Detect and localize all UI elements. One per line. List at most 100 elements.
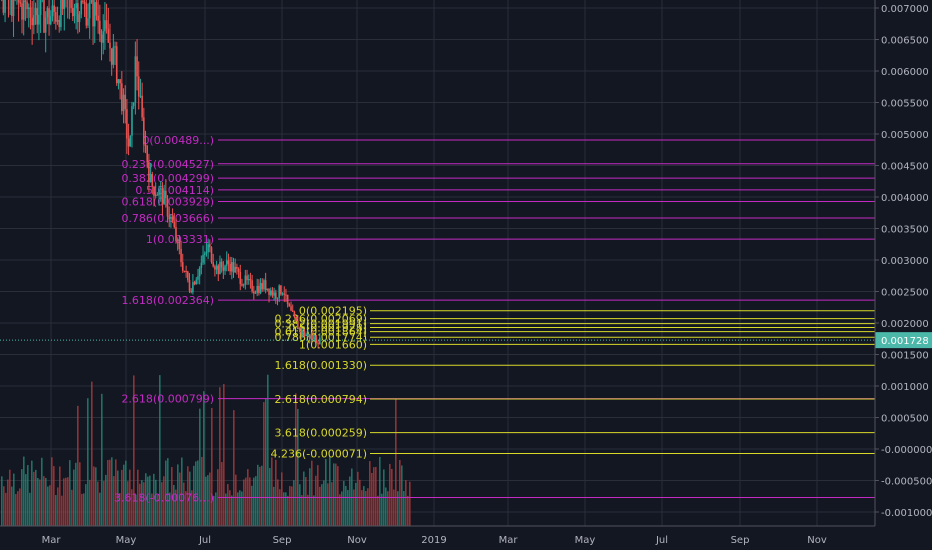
candle-body [222,267,225,271]
candle-body [56,19,59,22]
candle-body [190,290,193,293]
volume-bar [43,476,45,526]
volume-bar [99,492,101,526]
candle-body [170,216,172,219]
candle-body [11,0,13,16]
volume-bar [407,495,409,526]
candle-body [202,254,204,263]
y-tick-label: -0.000000 [881,445,932,456]
candle-body [139,95,142,97]
candle-body [215,265,218,270]
volume-bar [273,486,275,526]
volume-bar [13,473,15,526]
volume-bar [83,493,85,526]
candle-body [239,271,242,285]
time-axis[interactable]: Mar May Jul Sep Nov 2019 Mar May Jul Sep Nov [0,525,875,546]
volume-bar [329,456,331,526]
volume-bar [289,486,291,526]
volume-bar [143,482,145,526]
volume-bar [291,486,293,526]
candle-body [183,270,186,272]
volume-bar [5,492,7,526]
candle-body [26,1,28,9]
volume-bar [195,461,197,526]
candlesticks [1,0,321,349]
y-tick-label: 0.001000 [881,382,929,393]
volume-bar [27,465,29,526]
candle-body [303,331,306,336]
fib-magenta-level-label: 1.618(0.002364) [121,294,214,307]
volume-bar [59,466,61,526]
volume-bar [409,481,411,526]
volume-bar [233,410,235,526]
volume-bar [77,405,79,526]
candle-body [151,173,154,187]
volume-bar [89,479,91,526]
candle-body [83,2,86,4]
volume-bar [209,472,211,526]
volume-bar [297,408,299,526]
volume-bar [319,486,321,526]
candle-body [117,79,120,84]
candle-body [278,285,280,298]
volume-bar [141,480,143,526]
candle-body [17,0,20,3]
candle-body [219,261,221,275]
x-tick-label: Nov [347,535,367,546]
candle-body [209,244,211,248]
candle-body [53,5,55,13]
candle-body [185,270,187,272]
volume-bar [245,477,247,526]
candle-body [110,48,113,65]
candle-body [149,173,152,182]
volume-bar [215,492,217,526]
volume-bar [335,463,337,526]
volume-bar [61,495,63,526]
volume-bar [129,469,131,526]
candle-body [291,310,294,312]
volume-bar [377,495,379,526]
volume-bar [361,490,363,526]
grid-lines [0,0,875,526]
y-tick-label: 0.002500 [881,288,929,299]
candle-body [29,7,32,18]
candle-body [251,280,253,292]
candle-body [158,189,160,196]
candle-body [263,280,265,290]
volume-bar [11,486,13,526]
volume-bar [9,469,11,526]
candle-body [280,285,282,295]
candle-body [242,284,245,286]
volume-bar [313,495,315,526]
volume-bar [135,494,137,526]
candle-body [290,306,292,311]
volume-bar [253,477,255,526]
volume-bar [369,461,371,526]
volume-bar [239,490,241,526]
x-tick-label: May [116,535,137,546]
candle-body [275,292,277,299]
candle-body [99,20,101,35]
volume-bar [251,485,253,526]
candle-body [122,94,125,112]
candle-body [87,18,89,26]
volume-bar [217,469,219,526]
volume-bar [301,495,303,526]
candle-body [312,335,314,340]
x-tick-label: Jul [655,535,668,546]
x-tick-label: Sep [731,535,750,546]
volume-bar [287,495,289,526]
candle-body [317,342,319,345]
candle-body [49,16,52,25]
volume-bar [339,494,341,526]
y-tick-label: 0.005500 [881,99,929,110]
volume-bar [379,456,381,526]
volume-bar [133,375,135,526]
volume-bar [229,490,231,526]
price-axis[interactable]: 0.007000 0.006500 0.006000 0.005500 0.005000… [874,0,932,526]
volume-bar [265,398,267,526]
fib-magenta-level-label: 3.618(-0.00076...) [114,492,214,505]
candle-body [82,0,84,3]
fib-magenta-level-label: 0.5(0.004114) [135,184,214,197]
